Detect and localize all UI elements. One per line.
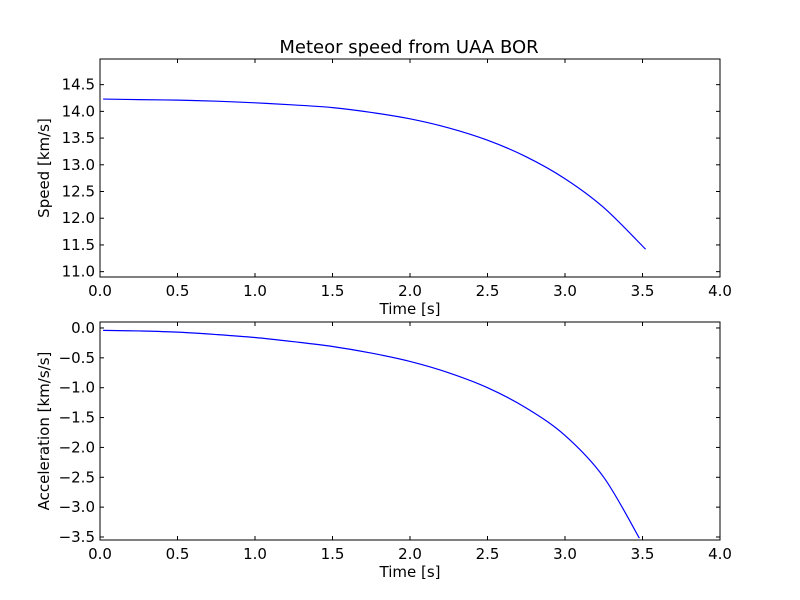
- x-tick-label: 2.5: [476, 545, 500, 563]
- x-tick-label: 0.5: [166, 545, 190, 563]
- y-tick-label: −1.5: [59, 409, 95, 427]
- x-tick-label: 3.0: [553, 282, 577, 300]
- x-axis-label: Time [s]: [379, 300, 441, 318]
- x-tick-label: 1.0: [243, 545, 267, 563]
- y-tick-label: 13.0: [62, 156, 95, 174]
- y-tick-label: 12.5: [62, 183, 95, 201]
- y-tick-label: −0.5: [59, 349, 95, 367]
- y-tick-label: 14.5: [62, 76, 95, 94]
- speed-chart: Meteor speed from UAA BOR 0.0 0.5 1.0 1.5 2.…: [35, 37, 732, 318]
- y-tick-label: −2.0: [59, 438, 95, 456]
- x-tick-label: 3.0: [553, 545, 577, 563]
- y-tick-label: −2.5: [59, 468, 95, 486]
- x-tick-label: 4.0: [708, 282, 732, 300]
- acceleration-series-line: [103, 329, 640, 539]
- y-tick-label: 11.5: [62, 236, 95, 254]
- x-tick-label: 1.5: [321, 545, 345, 563]
- x-tick-label: 0.0: [88, 545, 112, 563]
- y-tick-label: 12.0: [62, 209, 95, 227]
- x-tick-label: 2.0: [398, 282, 422, 300]
- x-tick-label: 1.5: [321, 282, 345, 300]
- x-tick-label: 1.0: [243, 282, 267, 300]
- y-tick-label: 13.5: [62, 129, 95, 147]
- speed-plot-area: [99, 58, 721, 278]
- y-axis-label: Speed [km/s]: [35, 118, 53, 218]
- y-tick-label: −3.0: [59, 498, 95, 516]
- y-tick-label: 11.0: [62, 263, 95, 281]
- y-tick-label: −1.0: [59, 379, 95, 397]
- x-tick-label: 2.0: [398, 545, 422, 563]
- x-tick-label: 3.5: [631, 545, 655, 563]
- x-tick-label: 0.0: [88, 282, 112, 300]
- y-axis-label: Acceleration [km/s/s]: [35, 352, 53, 511]
- acceleration-plot-area: [99, 321, 721, 541]
- y-tick-label: 14.0: [62, 102, 95, 120]
- x-tick-label: 3.5: [631, 282, 655, 300]
- acceleration-chart: 0.0 0.5 1.0 1.5 2.0 2.5 3.0 3.5 4.0 0.0 −0.5 −1.0 −1…: [35, 319, 732, 581]
- x-axis-label: Time [s]: [379, 563, 441, 581]
- speed-series-line: [103, 98, 647, 250]
- x-tick-label: 4.0: [708, 545, 732, 563]
- y-tick-label: −3.5: [59, 528, 95, 546]
- x-tick-label: 2.5: [476, 282, 500, 300]
- y-tick-label: 0.0: [71, 319, 95, 337]
- chart-title: Meteor speed from UAA BOR: [279, 37, 538, 58]
- x-tick-label: 0.5: [166, 282, 190, 300]
